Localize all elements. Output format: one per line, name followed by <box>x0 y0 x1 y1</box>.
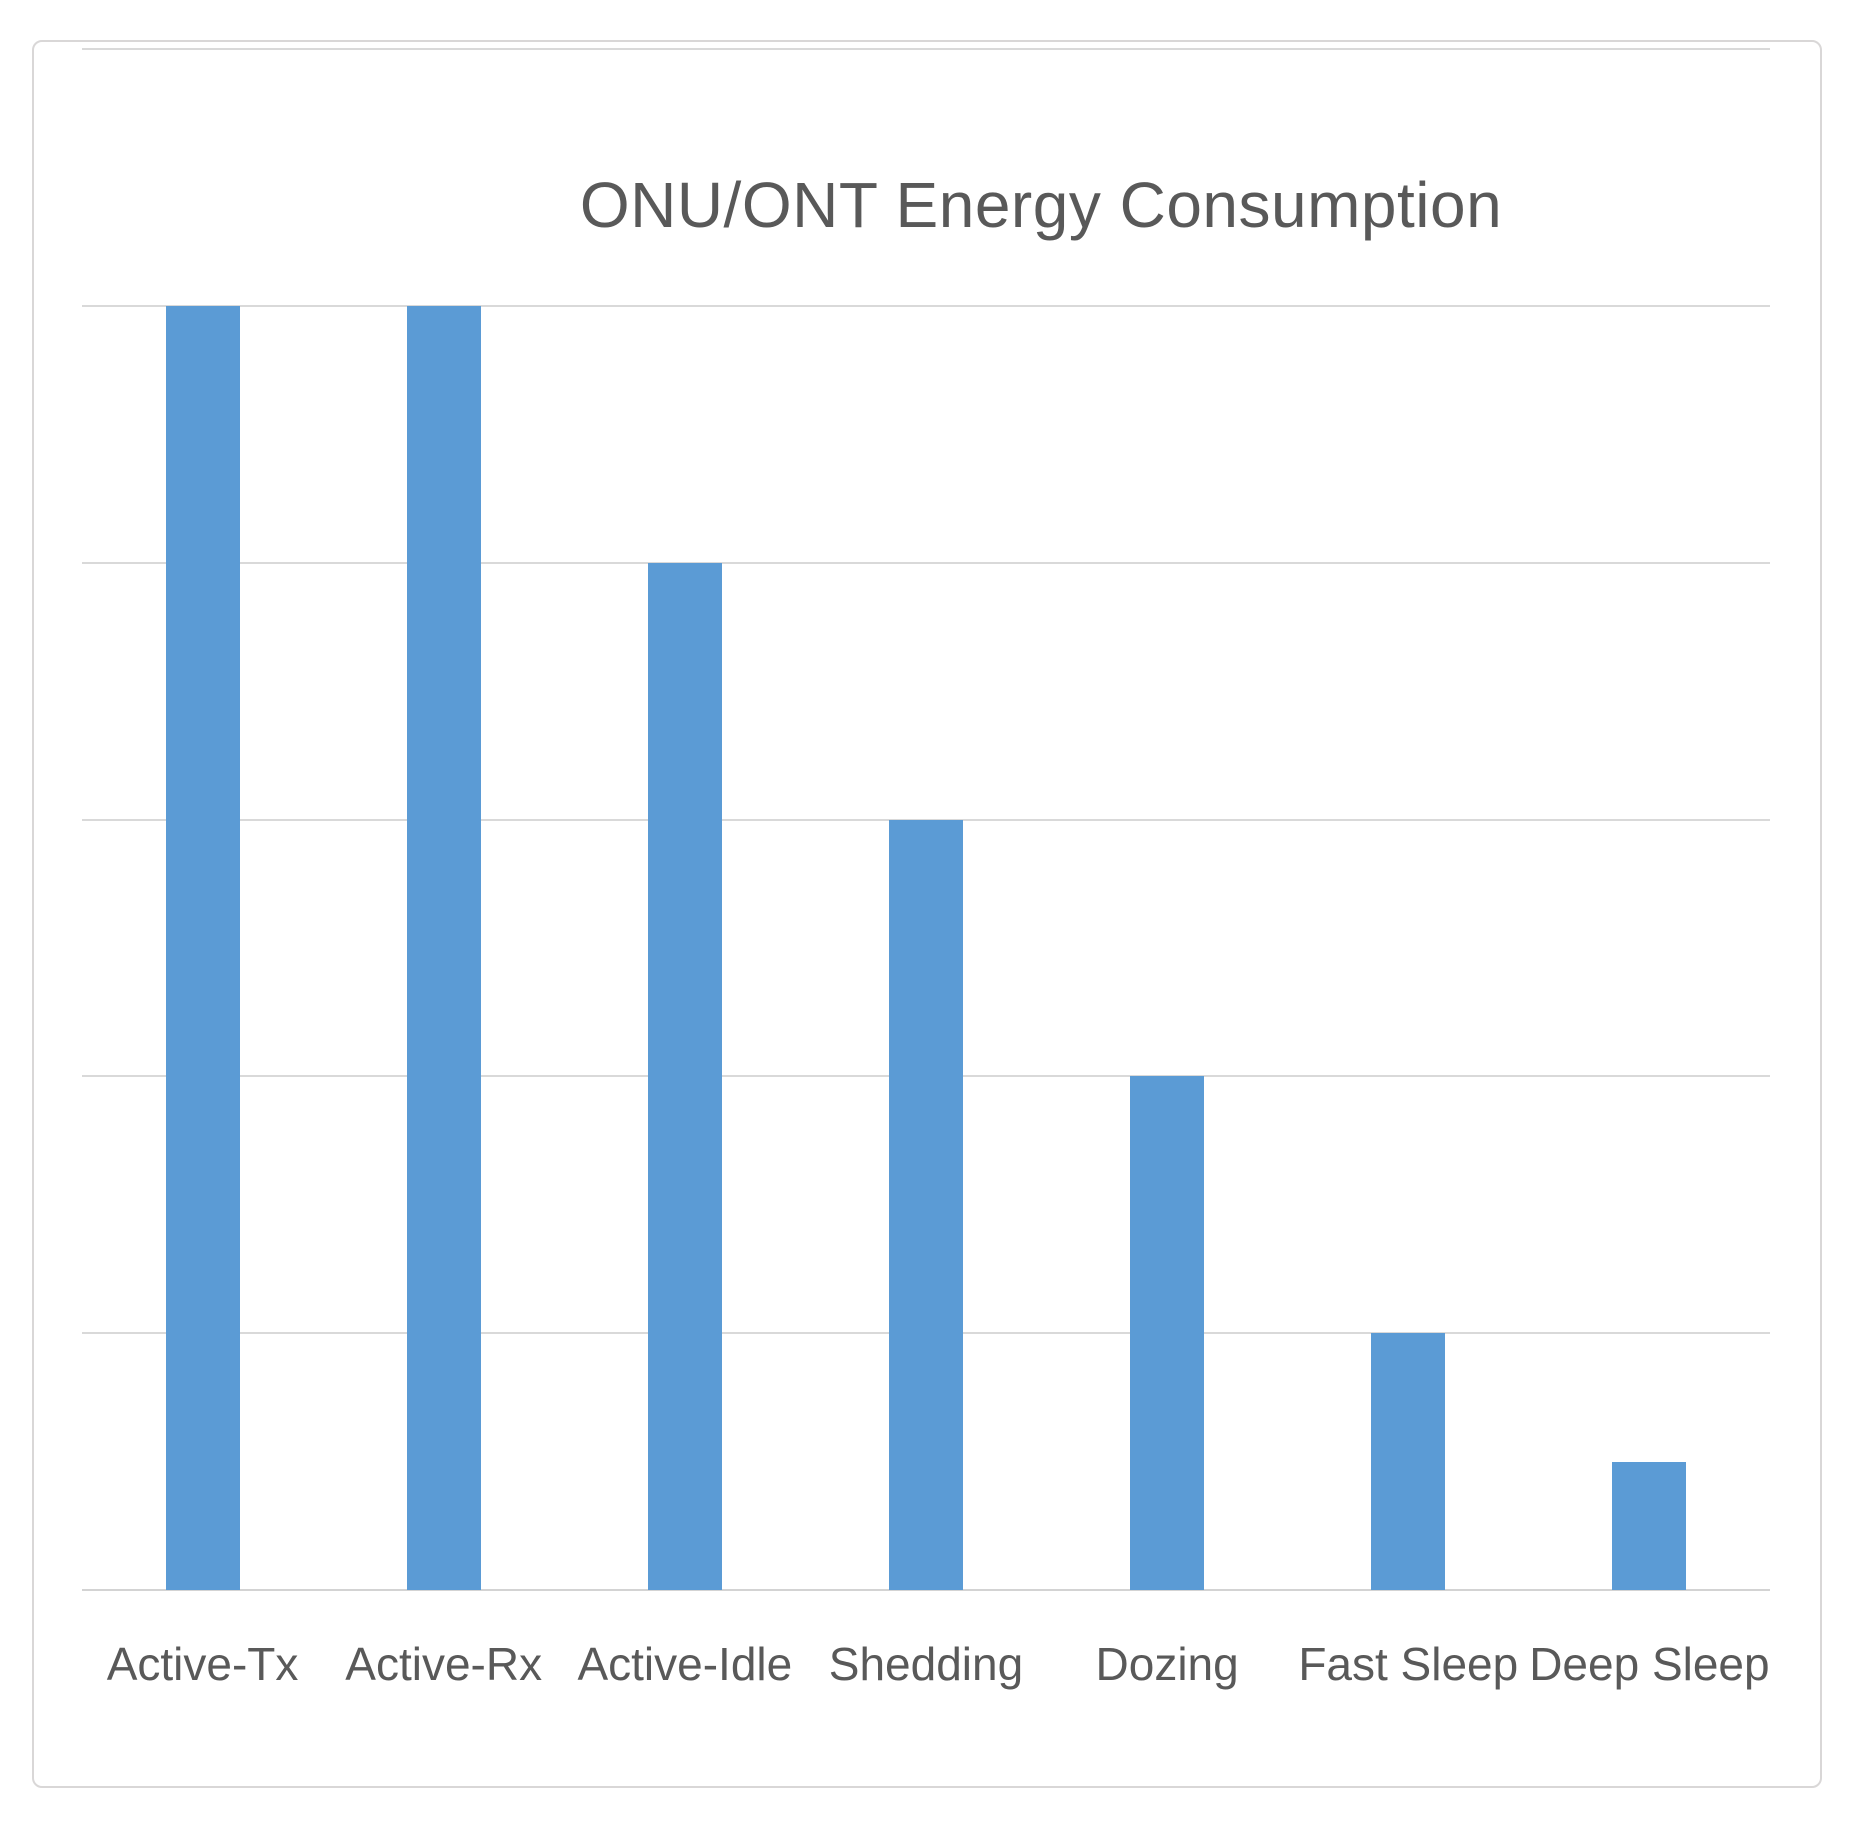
x-axis-labels: Active-Tx Active-Rx Active-Idle Shedding Doz… <box>82 1634 1770 1694</box>
bar-active-tx <box>165 305 240 1590</box>
x-label-dozing: Dozing <box>1095 1638 1239 1690</box>
bar-fast-sleep <box>1371 1333 1446 1590</box>
bar-slot-fast-sleep <box>1288 49 1529 1590</box>
x-label-active-tx: Active-Tx <box>106 1638 299 1690</box>
x-axis-line <box>82 1589 1770 1591</box>
gridline <box>82 304 1770 307</box>
bar-active-idle <box>647 562 722 1590</box>
x-label-fast-sleep: Fast Sleep <box>1298 1638 1519 1690</box>
plot-area <box>82 48 1770 1591</box>
gridline <box>82 561 1770 564</box>
bar-slot-active-tx <box>82 49 323 1590</box>
chart-title: ONU/ONT Energy Consumption <box>579 169 1503 241</box>
x-label-shedding: Shedding <box>828 1638 1024 1690</box>
bar-dozing <box>1130 1076 1205 1590</box>
bar-shedding <box>888 819 963 1590</box>
bar-slot-dozing <box>1047 49 1288 1590</box>
gridline <box>82 48 1770 50</box>
x-label-active-idle: Active-Idle <box>577 1638 793 1690</box>
bar-active-rx <box>406 305 481 1590</box>
bar-slot-active-rx <box>323 49 564 1590</box>
bar-slot-shedding <box>805 49 1046 1590</box>
x-label-active-rx: Active-Rx <box>345 1638 543 1690</box>
bar-deep-sleep <box>1612 1461 1687 1590</box>
chart-frame: ONU/ONT Energy Consumption Active-Tx Acti… <box>32 40 1822 1788</box>
bar-slot-deep-sleep <box>1529 49 1770 1590</box>
bar-slot-active-idle <box>564 49 805 1590</box>
bars-container <box>82 49 1770 1590</box>
x-label-deep-sleep: Deep Sleep <box>1529 1638 1770 1690</box>
